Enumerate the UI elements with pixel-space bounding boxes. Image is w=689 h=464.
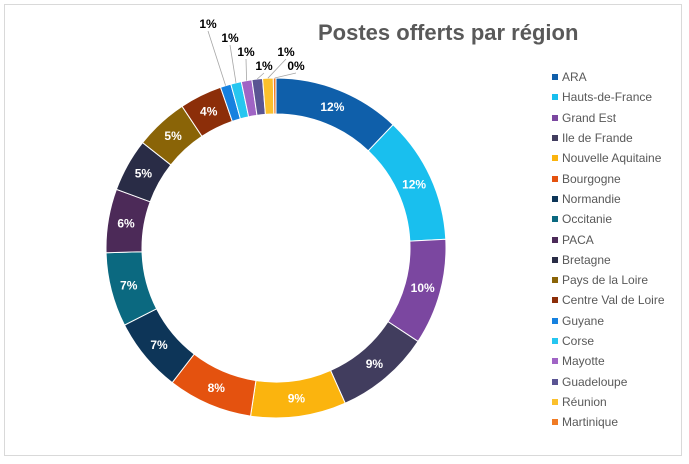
chart-title: Postes offerts par région bbox=[318, 20, 579, 45]
legend-label: Guyane bbox=[562, 313, 605, 328]
legend-item-occitanie: Occitanie bbox=[552, 209, 665, 229]
legend-item-ara: ARA bbox=[552, 67, 665, 87]
legend-swatch bbox=[552, 338, 558, 344]
legend-item-nouvelle-aquitaine: Nouvelle Aquitaine bbox=[552, 148, 665, 168]
legend-label: Bourgogne bbox=[562, 171, 621, 186]
leader-line-corse bbox=[229, 44, 237, 83]
data-label-pays-de-la-loire: 5% bbox=[164, 129, 182, 143]
legend-swatch bbox=[552, 297, 558, 304]
data-label-guyane: 1% bbox=[199, 17, 217, 31]
data-label-corse: 1% bbox=[221, 31, 239, 45]
legend-item-centre-val-de-loire: Centre Val de Loire bbox=[552, 290, 665, 310]
legend-swatch bbox=[552, 94, 558, 101]
leader-line-reunion bbox=[267, 58, 287, 79]
legend-item-ile-de-frande: Ile de Frande bbox=[552, 128, 665, 148]
legend-swatch bbox=[552, 358, 558, 365]
data-label-bourgogne: 8% bbox=[208, 381, 226, 395]
data-label-occitanie: 7% bbox=[120, 279, 138, 293]
legend-item-pays-de-la-loire: Pays de la Loire bbox=[552, 270, 665, 290]
legend-label: Occitanie bbox=[562, 212, 613, 227]
data-label-reunion: 1% bbox=[277, 45, 295, 59]
legend-label: Guadeloupe bbox=[562, 374, 628, 389]
legend-label: Ile de Frande bbox=[562, 131, 633, 146]
legend-swatch bbox=[552, 114, 558, 121]
legend-label: Bretagne bbox=[562, 252, 611, 267]
data-label-centre-val-de-loire: 4% bbox=[200, 105, 218, 119]
legend-label: ARA bbox=[562, 70, 587, 85]
data-label-hauts-de-france: 12% bbox=[402, 178, 426, 192]
legend-swatch bbox=[552, 378, 558, 385]
legend: ARA Hauts-de-France Grand Est Ile de Frande… bbox=[552, 67, 665, 432]
legend-label: Corse bbox=[562, 334, 595, 348]
legend-swatch bbox=[552, 398, 558, 405]
legend-label: Normandie bbox=[562, 191, 621, 206]
legend-item-normandie: Normandie bbox=[552, 189, 665, 209]
legend-item-guadeloupe: Guadeloupe bbox=[552, 371, 665, 391]
data-label-bretagne: 5% bbox=[135, 167, 153, 181]
legend-swatch bbox=[552, 419, 558, 426]
legend-item-paca: PACA bbox=[552, 229, 665, 249]
leader-line-guyane bbox=[207, 30, 226, 86]
slice-martinique bbox=[272, 77, 277, 115]
legend-label: Centre Val de Loire bbox=[562, 293, 665, 308]
data-label-paca: 6% bbox=[117, 217, 135, 231]
legend-item-grand-est: Grand Est bbox=[552, 108, 665, 128]
legend-item-guyane: Guyane bbox=[552, 311, 665, 331]
legend-item-martinique: Martinique bbox=[552, 412, 665, 432]
legend-label: Réunion bbox=[562, 394, 607, 409]
legend-swatch bbox=[552, 155, 558, 162]
legend-swatch bbox=[552, 74, 558, 81]
legend-swatch bbox=[552, 256, 558, 263]
legend-label: Hauts-de-France bbox=[562, 90, 653, 105]
data-label-nouvelle-aquitaine: 9% bbox=[288, 392, 306, 406]
data-label-grand-est: 10% bbox=[411, 281, 435, 295]
leader-line-guadeloupe bbox=[256, 72, 265, 80]
legend-item-corse: Corse bbox=[552, 331, 665, 351]
data-label-martinique: 0% bbox=[287, 59, 305, 73]
data-label-mayotte: 1% bbox=[237, 45, 255, 59]
data-label-ile-de-frande: 9% bbox=[366, 357, 384, 371]
data-label-ara: 12% bbox=[320, 100, 344, 114]
legend-swatch bbox=[552, 175, 558, 182]
legend-label: PACA bbox=[562, 232, 594, 247]
leader-line-martinique bbox=[274, 72, 297, 79]
legend-label: Grand Est bbox=[562, 110, 617, 125]
legend-swatch bbox=[552, 277, 558, 284]
legend-label: Pays de la Loire bbox=[562, 273, 649, 288]
legend-swatch bbox=[552, 216, 558, 223]
legend-label: Martinique bbox=[562, 415, 619, 430]
legend-label: Mayotte bbox=[562, 354, 605, 369]
legend-swatch bbox=[552, 135, 558, 142]
legend-item-mayotte: Mayotte bbox=[552, 351, 665, 371]
legend-swatch bbox=[552, 236, 558, 243]
legend-item-hauts-de-france: Hauts-de-France bbox=[552, 87, 665, 107]
legend-item-reunion: Réunion bbox=[552, 392, 665, 412]
legend-swatch bbox=[552, 317, 558, 324]
data-label-normandie: 7% bbox=[150, 338, 168, 352]
leader-line-mayotte bbox=[245, 58, 247, 81]
legend-item-bretagne: Bretagne bbox=[552, 250, 665, 270]
slice-ara bbox=[275, 77, 394, 152]
legend-item-bourgogne: Bourgogne bbox=[552, 168, 665, 188]
legend-swatch bbox=[552, 195, 558, 202]
data-label-guadeloupe: 1% bbox=[255, 59, 273, 73]
legend-label: Nouvelle Aquitaine bbox=[562, 151, 662, 166]
